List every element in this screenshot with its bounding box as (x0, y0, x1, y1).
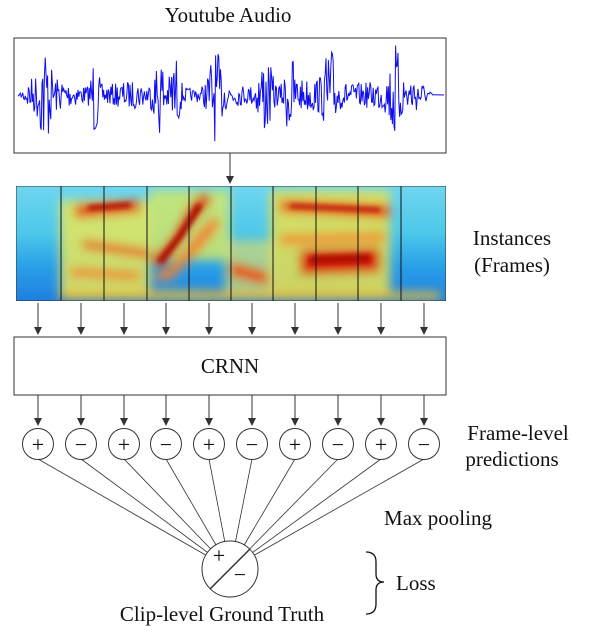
frame-prediction-circle: − (408, 428, 440, 460)
clip-minus-symbol: − (234, 562, 246, 587)
crnn-label: CRNN (201, 354, 259, 378)
frame-prediction-symbol: − (246, 432, 258, 457)
frame-prediction-circle: − (65, 428, 97, 460)
frame-prediction-circle: − (322, 428, 354, 460)
frame-prediction-circle: + (279, 428, 311, 460)
pooling-line (229, 458, 425, 570)
frame-prediction-circle: − (236, 428, 268, 460)
frame-prediction-symbol: + (118, 432, 130, 457)
frame-prediction-symbol: − (160, 432, 172, 457)
max-pooling-label: Max pooling (384, 506, 492, 530)
clip-prediction-divider (209, 548, 251, 590)
frame-predictions-label-line2: predictions (465, 447, 558, 471)
frame-prediction-symbol: − (332, 432, 344, 457)
frame-prediction-circle: + (193, 428, 225, 460)
frame-prediction-circle: + (365, 428, 397, 460)
loss-label: Loss (396, 571, 436, 595)
frame-prediction-symbol: − (418, 432, 430, 457)
frame-predictions: + − + − + − + − + − (22, 428, 440, 460)
crnn-box (13, 336, 447, 396)
frame-prediction-symbol: + (375, 432, 387, 457)
frame-input-arrows (34, 303, 428, 335)
pooling-line (80, 458, 231, 570)
audio-waveform (17, 45, 445, 142)
frame-prediction-circle: + (22, 428, 54, 460)
frame-output-arrows (34, 395, 428, 426)
frame-prediction-symbol: + (32, 432, 44, 457)
instances-label-line1: Instances (473, 226, 551, 250)
frame-prediction-symbol: − (75, 432, 87, 457)
clip-plus-symbol: + (213, 543, 225, 568)
instances-label-line2: (Frames) (474, 253, 550, 277)
frame-prediction-circle: − (150, 428, 182, 460)
pooling-line (229, 458, 382, 570)
frame-predictions-label-line1: Frame-level (467, 421, 569, 445)
frame-prediction-circle: + (108, 428, 140, 460)
pooling-line (37, 458, 231, 570)
audio-title: Youtube Audio (165, 3, 292, 27)
loss-brace (365, 551, 385, 615)
frame-prediction-symbol: + (203, 432, 215, 457)
frame-prediction-symbol: + (289, 432, 301, 457)
ground-truth-label: Clip-level Ground Truth (120, 602, 325, 626)
spectrogram (16, 186, 446, 301)
